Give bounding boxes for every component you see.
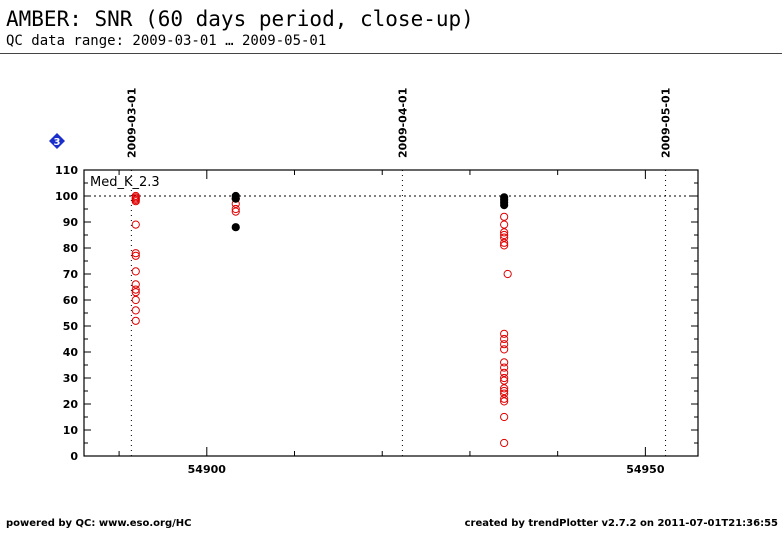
data-point-open: [500, 238, 509, 247]
data-point-open: [500, 345, 509, 354]
page-title: AMBER: SNR (60 days period, close-up): [6, 7, 474, 31]
data-point-open: [500, 329, 509, 338]
data-point-open: [500, 358, 509, 367]
data-point-open: [500, 233, 509, 242]
data-point-open: [131, 251, 140, 260]
y-tick-label: 10: [63, 424, 79, 437]
data-range-subtitle: QC data range: 2009-03-01 … 2009-05-01: [6, 33, 327, 49]
footer-created-by: created by trendPlotter v2.7.2 on 2011-0…: [464, 518, 778, 529]
y-tick-label: 40: [63, 346, 79, 359]
data-point-open: [503, 269, 512, 279]
data-point-open: [500, 363, 509, 372]
data-point-open: [131, 316, 140, 325]
data-point-open: [500, 334, 509, 344]
data-point-open: [500, 384, 509, 393]
y-tick-label: 70: [63, 268, 79, 281]
y-tick-label: 100: [55, 190, 78, 203]
y-tick-label: 60: [63, 294, 79, 307]
date-marker-label: 2009-05-01: [660, 88, 673, 158]
data-point-open: [500, 220, 509, 229]
data-point-open: [131, 249, 140, 258]
y-tick-label: 110: [55, 164, 78, 177]
data-point-open: [500, 228, 509, 237]
data-point-open: [231, 207, 240, 216]
data-point-filled: [231, 223, 240, 232]
data-point-open: [500, 376, 509, 385]
data-point-filled: [231, 194, 240, 203]
data-point-open: [231, 204, 240, 214]
data-point-open: [500, 438, 509, 448]
data-point-open: [131, 220, 140, 229]
data-point-open: [500, 241, 509, 250]
data-point-open: [500, 340, 509, 349]
data-point-open: [500, 373, 509, 383]
data-point-open: [131, 285, 140, 294]
diamond-badge-icon: 3: [49, 133, 65, 149]
header-divider: [0, 53, 782, 54]
data-point-open: [131, 280, 140, 289]
data-point-open: [131, 288, 140, 297]
y-tick-label: 30: [63, 372, 79, 385]
data-point-open: [131, 267, 140, 276]
data-point-open: [131, 295, 140, 305]
date-marker-label: 2009-03-01: [125, 88, 138, 158]
y-tick-label: 90: [63, 216, 79, 229]
data-point-open: [500, 230, 509, 240]
y-tick-label: 20: [63, 398, 79, 411]
data-point-open: [500, 389, 509, 398]
footer-powered-by: powered by QC: www.eso.org/HC: [6, 518, 192, 529]
y-tick-label: 0: [70, 450, 78, 463]
plot-series-title: Med_K_2.3: [90, 175, 160, 190]
x-tick-label: 54950: [626, 463, 665, 476]
data-point-open: [500, 397, 509, 406]
y-tick-label: 50: [63, 320, 79, 333]
data-point-open: [131, 197, 140, 206]
data-point-open: [500, 394, 509, 403]
data-point-open: [131, 306, 140, 315]
plot-frame: [83, 169, 699, 457]
data-point-filled: [500, 201, 509, 210]
x-tick-label: 54900: [188, 463, 227, 476]
y-tick-label: 80: [63, 242, 79, 255]
data-point-open: [500, 386, 509, 396]
data-point-open: [500, 368, 509, 377]
badge-label: 3: [54, 137, 61, 148]
date-marker-label: 2009-04-01: [396, 88, 409, 158]
data-point-open: [500, 412, 509, 422]
data-point-open: [500, 212, 509, 221]
